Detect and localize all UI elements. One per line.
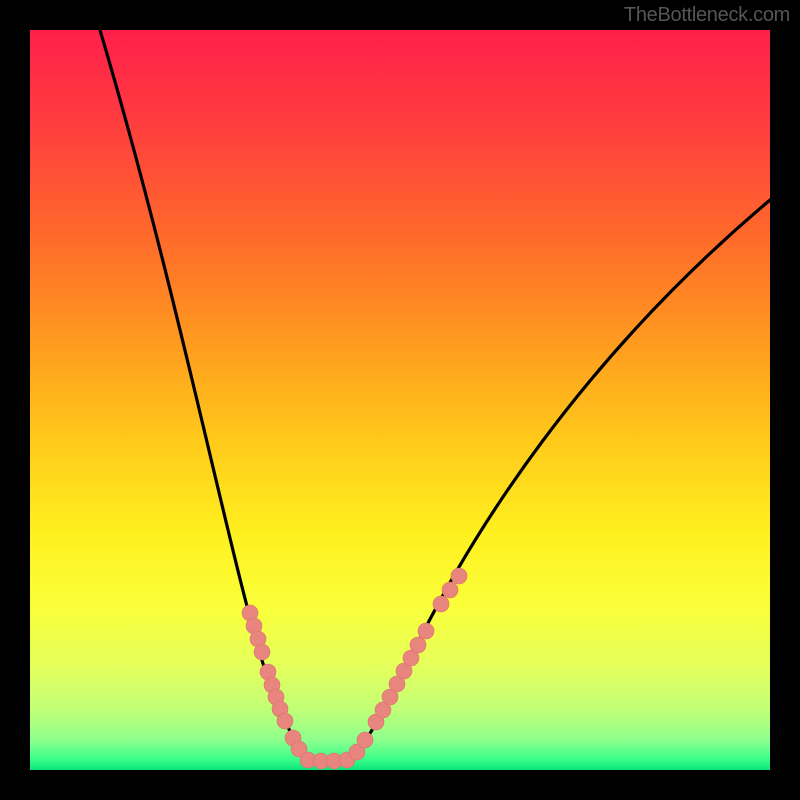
marker-dot <box>277 713 293 729</box>
chart-svg <box>0 0 800 800</box>
marker-dot <box>451 568 467 584</box>
marker-dot <box>442 582 458 598</box>
marker-dot <box>418 623 434 639</box>
chart-frame: TheBottleneck.com <box>0 0 800 800</box>
marker-dot <box>357 732 373 748</box>
watermark-text: TheBottleneck.com <box>624 4 790 27</box>
marker-dot <box>410 637 426 653</box>
plot-background <box>30 30 770 770</box>
marker-dot <box>433 596 449 612</box>
marker-dot <box>254 644 270 660</box>
